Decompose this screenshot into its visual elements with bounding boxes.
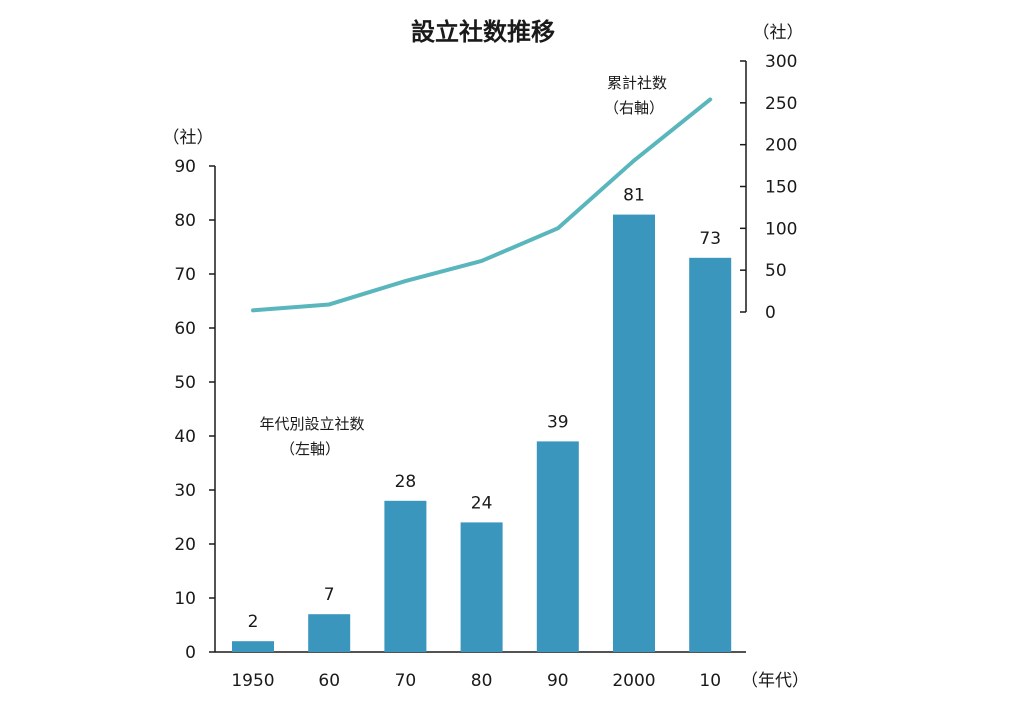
x-axis-tick-label: 10 (699, 671, 721, 691)
bar (689, 257, 732, 652)
bar (308, 614, 351, 652)
right-axis: （社） 0 50 100 150 200 250 300 (740, 23, 804, 323)
right-axis-tick-label: 50 (765, 261, 787, 281)
bar-value-label: 7 (324, 585, 335, 605)
right-axis-tick-label: 300 (765, 52, 797, 72)
bar-value-label: 39 (547, 412, 569, 432)
chart-title: 設立社数推移 (411, 18, 555, 46)
x-axis-unit: （年代） (741, 671, 809, 691)
x-axis-tick-label: 60 (318, 671, 340, 691)
x-axis-tick-label: 1950 (231, 671, 274, 691)
left-axis: （社） 0 10 20 30 40 50 60 70 80 90 (163, 128, 216, 663)
line-series-name: 累計社数 (607, 74, 667, 92)
x-axis: 1950 60 70 80 90 2000 10 （年代） (215, 651, 809, 691)
cumulative-line (251, 97, 713, 313)
bar-series-axis-note: （左軸） (280, 440, 340, 458)
x-axis-tick-label: 70 (395, 671, 417, 691)
right-axis-tick-label: 0 (765, 303, 776, 323)
bar (460, 522, 503, 652)
left-axis-tick-label: 60 (174, 319, 196, 339)
right-axis-tick-label: 150 (765, 178, 797, 198)
bar-series-name: 年代別設立社数 (259, 415, 364, 433)
bar-value-label: 81 (623, 186, 645, 206)
bar-value-label: 24 (471, 493, 493, 513)
left-axis-tick-label: 80 (174, 211, 196, 231)
bar (613, 214, 655, 652)
bar (536, 441, 579, 652)
x-axis-tick-label: 2000 (612, 671, 655, 691)
left-axis-tick-label: 70 (174, 265, 196, 285)
x-axis-tick-label: 90 (547, 671, 569, 691)
left-axis-tick-label: 20 (174, 535, 196, 555)
bar-data-labels: 2 7 28 24 39 81 73 (248, 186, 721, 633)
right-axis-tick-label: 200 (765, 136, 797, 156)
bar-series (232, 214, 732, 652)
line-series-axis-note: （右軸） (604, 99, 664, 117)
left-axis-tick-label: 50 (174, 373, 196, 393)
bar (384, 500, 427, 652)
left-axis-unit: （社） (163, 128, 214, 148)
bar (232, 641, 274, 652)
left-axis-tick-label: 90 (174, 157, 196, 177)
left-axis-tick-label: 10 (174, 589, 196, 609)
right-axis-tick-label: 250 (765, 94, 797, 114)
right-axis-unit: （社） (753, 23, 804, 43)
bar-value-label: 73 (699, 229, 721, 249)
right-axis-tick-label: 100 (765, 219, 797, 239)
bar-value-label: 28 (395, 472, 417, 492)
left-axis-tick-label: 40 (174, 427, 196, 447)
x-axis-tick-label: 80 (471, 671, 493, 691)
left-axis-tick-label: 0 (185, 643, 196, 663)
line-series (251, 97, 713, 313)
left-axis-tick-label: 30 (174, 481, 196, 501)
bar-value-label: 2 (248, 612, 259, 632)
